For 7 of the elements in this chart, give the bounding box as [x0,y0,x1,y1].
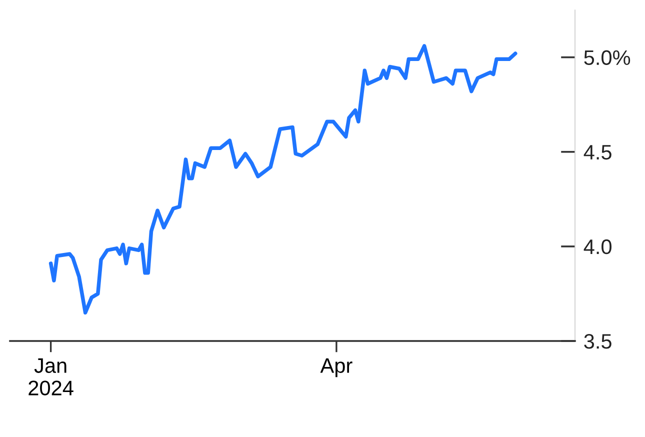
y-tick-label: 5.0% [584,50,630,66]
x-tick-label: Jan 2024 [28,358,74,396]
y-tick-label: 4.5 [584,145,612,160]
y-tick-label: 3.5 [584,334,612,349]
x-tick-label: Apr [320,358,352,378]
y-tick-label: 4.0 [584,239,612,254]
line-series [48,44,518,315]
